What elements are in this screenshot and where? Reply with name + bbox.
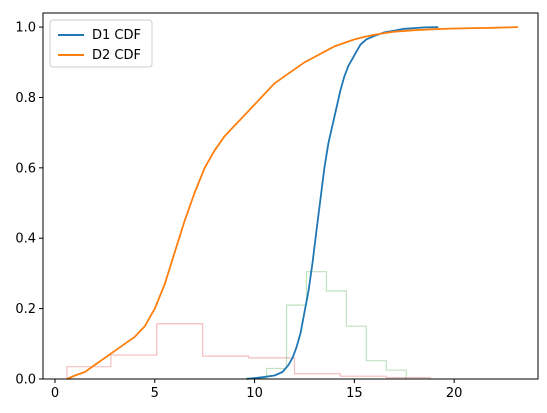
y-axis: 0.0 0.2 0.4 0.6 0.8 1.0 xyxy=(15,21,43,388)
y-tick-label: 1.0 xyxy=(15,21,36,36)
x-tick-label: 20 xyxy=(446,386,463,401)
x-tick-label: 15 xyxy=(346,386,363,401)
y-tick-label: 0.8 xyxy=(15,91,36,106)
cdf-line-layer xyxy=(66,26,519,380)
y-tick-label: 0.6 xyxy=(15,161,36,176)
histogram-2 xyxy=(66,323,431,379)
x-tick-label: 10 xyxy=(246,386,263,401)
y-tick-label: 0.2 xyxy=(15,302,36,317)
histogram-1 xyxy=(245,271,407,379)
series-line-d2 xyxy=(66,26,519,380)
legend-label-d1: D1 CDF xyxy=(92,28,141,43)
x-axis: 0 5 10 15 20 xyxy=(51,379,463,401)
legend: D1 CDF D2 CDF xyxy=(49,19,153,68)
legend-label-d2: D2 CDF xyxy=(92,48,141,63)
plot-frame xyxy=(42,12,539,380)
x-tick-label: 5 xyxy=(151,386,159,401)
histogram-layer xyxy=(66,271,431,379)
y-tick-label: 0.0 xyxy=(15,373,36,388)
x-tick-label: 0 xyxy=(51,386,59,401)
y-tick-label: 0.4 xyxy=(15,232,36,247)
plot-background xyxy=(43,13,538,379)
